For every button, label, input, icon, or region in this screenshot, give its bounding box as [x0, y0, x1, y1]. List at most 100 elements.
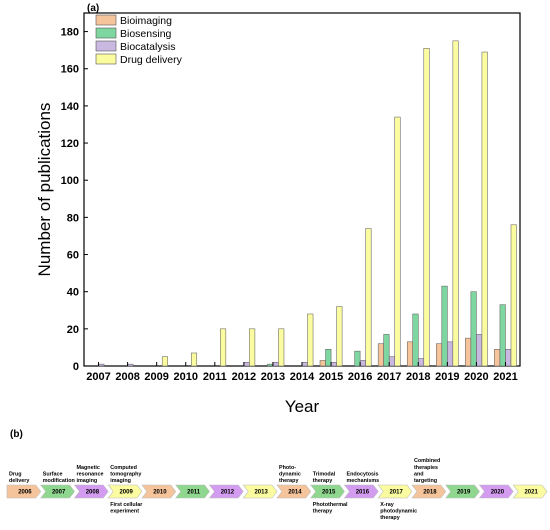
timeline-arrow [343, 484, 379, 499]
legend-label: Drug delivery [120, 54, 183, 66]
timeline-year: 2011 [187, 490, 201, 496]
x-tick-label: 2020 [464, 371, 488, 383]
bar [278, 328, 285, 367]
bar [441, 285, 448, 367]
timeline-year: 2012 [221, 490, 235, 496]
bar [452, 40, 459, 367]
timeline-year: 2015 [322, 490, 336, 496]
timeline-note: Endocytosis [347, 471, 379, 477]
bar [354, 350, 361, 367]
x-axis-title: Year [285, 397, 320, 416]
timeline-arrow [141, 484, 177, 499]
y-tick-label: 0 [73, 361, 79, 373]
x-tick-label: 2010 [173, 371, 197, 383]
bar [191, 352, 198, 367]
bar [494, 349, 501, 367]
x-tick-label: 2018 [406, 371, 430, 383]
y-tick-label: 40 [67, 287, 79, 299]
x-tick-label: 2015 [319, 371, 343, 383]
timeline-note: Trimodal [313, 471, 336, 477]
timeline-note: Drug [9, 471, 22, 477]
timeline-arrow [512, 484, 548, 499]
bar [220, 328, 227, 367]
timeline-year: 2009 [119, 490, 133, 496]
timeline-arrow [276, 484, 312, 499]
bar [481, 51, 488, 367]
timeline-year: 2021 [524, 490, 538, 496]
bar [423, 48, 430, 367]
timeline-year: 2019 [457, 490, 471, 496]
bar [505, 349, 512, 367]
y-tick-label: 120 [61, 138, 79, 150]
timeline-year: 2020 [491, 490, 505, 496]
timeline-note: therapy [313, 509, 332, 515]
x-tick-label: 2008 [115, 371, 139, 383]
bar [249, 328, 256, 367]
x-tick-label: 2019 [435, 371, 459, 383]
bar [336, 306, 343, 367]
bar [98, 363, 105, 367]
bar [307, 313, 314, 367]
timeline-note: modification [43, 478, 75, 484]
timeline-year: 2007 [52, 490, 66, 496]
y-tick-label: 20 [67, 324, 79, 336]
timeline-note: dynamic [279, 471, 301, 477]
bar [330, 362, 337, 367]
bar [412, 313, 419, 367]
timeline-note: First cellular [110, 502, 143, 508]
bar [272, 362, 279, 367]
timeline-arrow [175, 484, 210, 499]
timeline-note: tomography [110, 471, 141, 477]
timeline-note: experiment [110, 509, 139, 515]
bar [359, 360, 366, 367]
bar [325, 349, 332, 367]
bar [465, 337, 472, 367]
x-tick-label: 2011 [203, 371, 227, 383]
timeline-note: therapies [414, 465, 438, 471]
timeline-arrow [445, 484, 480, 499]
bar [301, 362, 308, 367]
timeline-year: 2010 [153, 490, 167, 496]
timeline-note: mechanisms [347, 478, 380, 484]
bar [267, 363, 274, 367]
timeline-note: photodynamic [380, 509, 417, 515]
x-tick-label: 2007 [86, 371, 110, 383]
y-tick-label: 140 [61, 101, 79, 113]
bar [418, 358, 425, 367]
x-tick-label: 2009 [144, 371, 168, 383]
timeline-arrow [310, 484, 345, 499]
timeline-year: 2006 [18, 490, 32, 496]
x-tick-label: 2021 [493, 371, 517, 383]
bar [436, 343, 443, 367]
legend-swatch [95, 27, 117, 39]
y-axis-title: Number of publications [35, 103, 54, 277]
timeline-note: imaging [77, 478, 98, 484]
bar [499, 304, 506, 367]
timeline-note: X-ray [380, 502, 394, 508]
x-tick-label: 2017 [377, 371, 401, 383]
bar [127, 363, 134, 367]
bar [470, 291, 477, 367]
timeline-arrow [73, 484, 109, 499]
timeline-arrow [478, 484, 514, 499]
timeline-note: Magnetic [77, 465, 100, 471]
timeline-note: Surface [43, 471, 63, 477]
panel-b-label: (b) [10, 429, 23, 440]
timeline-arrow [40, 484, 75, 499]
timeline-note: therapy [279, 478, 298, 484]
bar-chart: 0 20 40 60 80 100 120 140 160 180 2007 2008 2009 2010… [35, 12, 521, 416]
panel-a-label: (a) [87, 3, 99, 14]
timeline-note: imaging [110, 478, 131, 484]
x-tick-label: 2016 [348, 371, 372, 383]
timeline: 2006 2007 2008 2009 2010 2011 2012 2013 2014 2015… [6, 458, 548, 521]
legend-label: Biosensing [120, 28, 172, 40]
legend-swatch [95, 53, 117, 65]
timeline-note: targeting [414, 478, 437, 484]
timeline-arrow [107, 484, 143, 499]
x-tick-label: 2014 [290, 371, 315, 383]
bar [510, 224, 517, 367]
legend-swatch [95, 14, 117, 26]
legend-label: Bioimaging [120, 15, 172, 27]
timeline-note: delivery [9, 478, 29, 484]
bar [406, 341, 413, 367]
